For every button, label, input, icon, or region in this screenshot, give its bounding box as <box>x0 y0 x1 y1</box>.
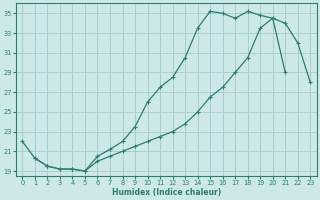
X-axis label: Humidex (Indice chaleur): Humidex (Indice chaleur) <box>112 188 221 197</box>
